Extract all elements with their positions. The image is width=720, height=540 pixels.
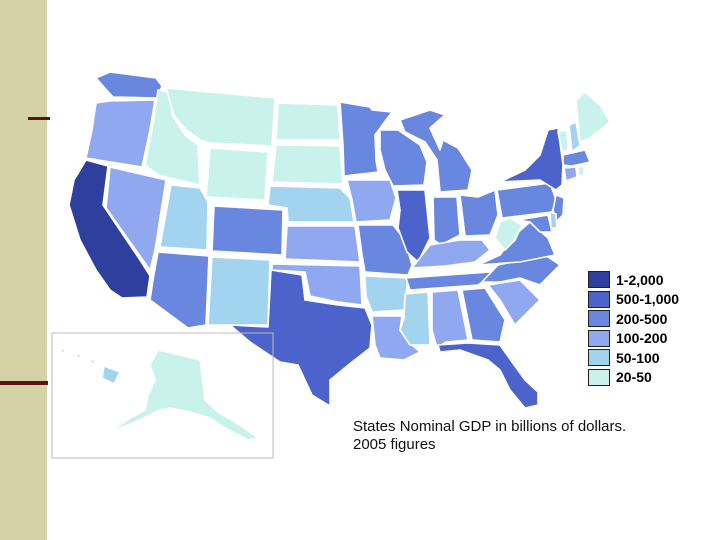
michigan [399,109,473,193]
legend-label: 50-100 [616,349,660,366]
caption-line-1: States Nominal GDP in billions of dollar… [353,418,627,435]
legend-item: 100-200 [588,329,679,349]
legend: 1-2,000 500-1,000 200-500 100-200 50-100… [588,270,679,387]
caption-line-2: 2005 figures [353,436,436,453]
alabama [431,289,469,349]
maine [575,91,611,143]
iowa [346,179,397,223]
rhode-island [577,165,585,177]
legend-swatch [588,368,610,386]
legend-swatch [588,271,610,289]
georgia [461,287,506,343]
indiana [432,196,461,246]
legend-swatch [588,349,610,367]
utah [159,184,209,251]
inset-frame [51,332,274,459]
legend-item: 1-2,000 [588,270,679,290]
new-mexico [207,256,271,326]
texas [229,269,373,407]
legend-label: 200-500 [616,310,668,327]
massachusetts [562,149,591,167]
vermont [557,129,569,153]
nevada [105,166,167,271]
oregon [85,99,156,168]
new-hampshire [568,121,581,153]
legend-label: 500-1,000 [616,291,680,308]
legend-label: 1-2,000 [616,271,664,288]
nebraska [267,185,355,223]
wyoming [205,147,269,201]
hawaii [59,347,121,385]
accent-line-bottom [0,381,48,385]
montana [165,87,276,147]
connecticut [563,166,578,182]
wisconsin [379,129,428,187]
louisiana [371,315,421,361]
legend-item: 200-500 [588,309,679,329]
legend-label: 100-200 [616,330,668,347]
new-york [499,127,564,191]
maryland [517,214,553,233]
mississippi [399,291,431,346]
kentucky [411,239,491,269]
legend-label: 20-50 [616,369,652,386]
kansas [284,225,361,263]
arizona [149,251,210,329]
slide-sidebar [0,0,47,540]
legend-item: 500-1,000 [588,290,679,310]
map-caption: States Nominal GDP in billions of dollar… [353,418,626,454]
pennsylvania [496,182,557,219]
legend-item: 50-100 [588,348,679,368]
illinois [396,189,431,263]
arkansas [364,275,409,313]
delaware [549,211,558,229]
california [68,159,151,299]
west-virginia [494,217,523,251]
legend-swatch [588,329,610,347]
north-dakota [275,102,341,141]
south-carolina [487,279,541,326]
colorado [211,205,284,256]
legend-swatch [588,310,610,328]
accent-line-top [28,117,50,120]
legend-swatch [588,290,610,308]
washington [95,71,163,99]
florida [437,342,539,409]
south-dakota [271,144,344,185]
legend-item: 20-50 [588,368,679,388]
alaska [109,349,259,441]
missouri [357,224,413,276]
minnesota [339,101,393,177]
ohio [459,189,499,237]
